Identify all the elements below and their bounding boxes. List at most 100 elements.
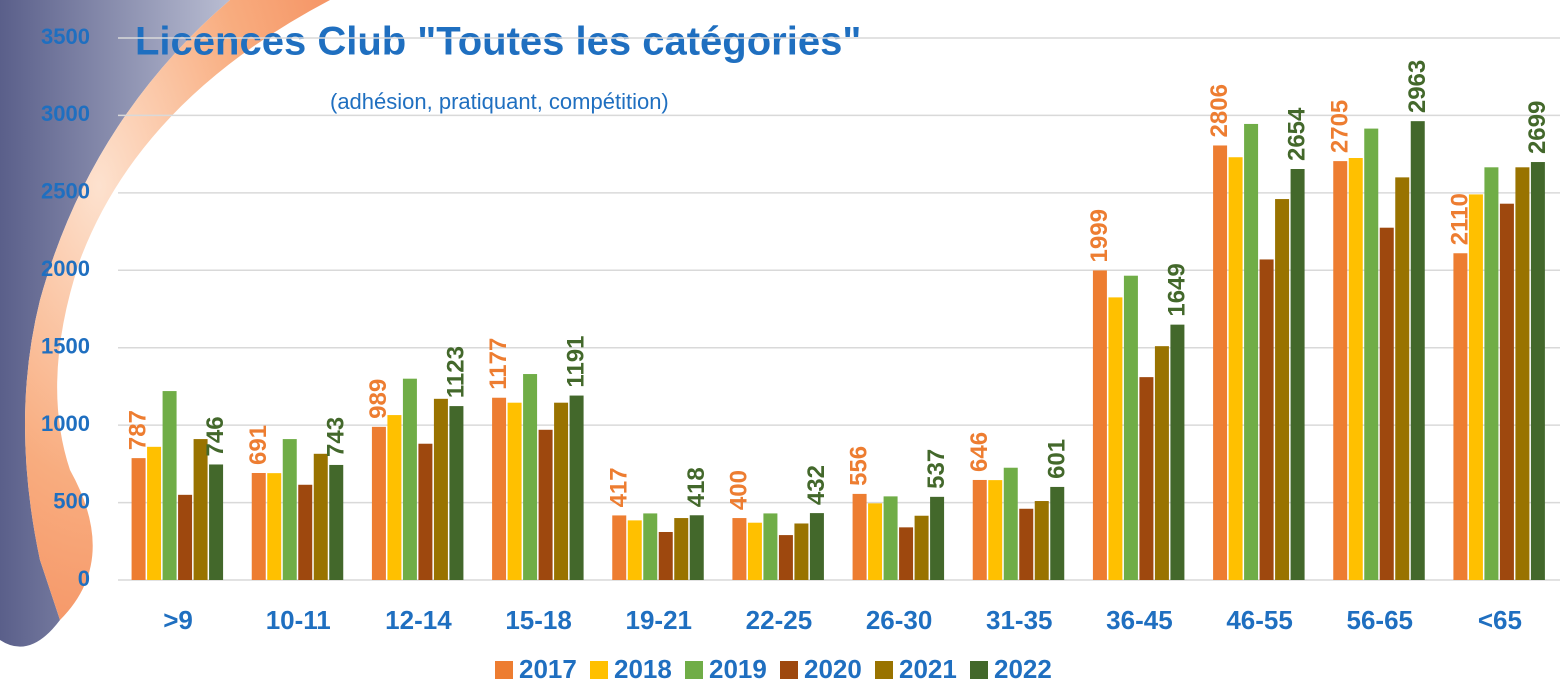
data-label: 1191 (563, 335, 590, 387)
y-tick-label: 3000 (41, 101, 90, 126)
x-tick-label: 12-14 (385, 605, 452, 635)
x-tick-label: 22-25 (746, 605, 813, 635)
data-label: 1177 (485, 338, 512, 390)
y-tick-label: 3500 (41, 24, 90, 49)
bar (433, 398, 448, 580)
data-label: 989 (365, 379, 392, 419)
data-label: 556 (846, 446, 873, 486)
bar (763, 513, 778, 580)
bar (883, 496, 898, 580)
bar (298, 484, 313, 580)
bar (131, 458, 146, 580)
bar (1003, 467, 1018, 580)
x-tick-label: <65 (1478, 605, 1522, 635)
bar (1395, 177, 1410, 580)
data-label: 417 (605, 467, 632, 507)
bar (658, 531, 673, 580)
bar (972, 479, 987, 580)
bar (1468, 194, 1483, 581)
x-tick-label: 15-18 (505, 605, 572, 635)
data-label: 2654 (1284, 107, 1311, 161)
chart-title: Licences Club "Toutes les catégories" (135, 20, 861, 64)
bar (1050, 486, 1065, 580)
data-label: 787 (125, 410, 152, 450)
legend-swatch (495, 661, 513, 679)
bar (178, 494, 193, 580)
legend-label: 2018 (614, 654, 672, 684)
y-tick-label: 2500 (41, 179, 90, 204)
bar (492, 397, 507, 580)
x-tick-label: 19-21 (626, 605, 693, 635)
data-label: 746 (202, 416, 229, 456)
legend-label: 2022 (994, 654, 1052, 684)
bar (1228, 157, 1243, 581)
bar (507, 402, 522, 580)
data-label: 400 (726, 470, 753, 510)
bar (209, 464, 224, 580)
bar (1410, 121, 1425, 580)
bar (402, 378, 417, 580)
legend-swatch (970, 661, 988, 679)
bar (554, 402, 569, 580)
data-label: 2705 (1326, 100, 1353, 153)
bar (1123, 275, 1138, 580)
x-tick-label: >9 (163, 605, 193, 635)
bar (612, 515, 627, 580)
legend-label: 2017 (519, 654, 577, 684)
bar (1019, 508, 1034, 580)
bar (794, 523, 809, 580)
data-label: 2806 (1206, 84, 1233, 137)
bar (147, 446, 162, 580)
bar (538, 429, 553, 580)
bar (747, 522, 762, 580)
y-tick-label: 500 (53, 488, 90, 513)
legend-swatch (590, 661, 608, 679)
bar (914, 515, 929, 580)
bar (1290, 169, 1305, 580)
bar (1453, 253, 1468, 580)
bar (193, 439, 208, 580)
x-tick-label: 46-55 (1226, 605, 1293, 635)
decoration (0, 0, 230, 647)
bar (1333, 161, 1348, 580)
decoration (0, 0, 330, 620)
bar (1213, 145, 1228, 580)
bar (418, 443, 433, 580)
bar (1364, 128, 1379, 580)
bar (1499, 203, 1514, 580)
bar (1034, 501, 1049, 580)
data-label: 1999 (1086, 209, 1113, 262)
bar (689, 515, 704, 580)
bar (1244, 123, 1259, 581)
data-label: 691 (245, 425, 272, 465)
legend-swatch (685, 661, 703, 679)
bar (778, 535, 793, 580)
bar (809, 513, 824, 580)
bar (313, 453, 328, 580)
data-label: 601 (1043, 439, 1070, 479)
bar (643, 513, 658, 580)
legend-swatch (875, 661, 893, 679)
bar (852, 493, 867, 580)
bar (1275, 199, 1290, 580)
bar (523, 374, 538, 580)
data-label: 418 (683, 467, 710, 507)
bar (329, 464, 344, 580)
bar (1530, 162, 1545, 580)
bar (899, 527, 914, 580)
bar (868, 503, 883, 580)
x-tick-label: 31-35 (986, 605, 1053, 635)
data-label: 2699 (1524, 101, 1551, 154)
bar (162, 391, 177, 580)
y-tick-label: 2000 (41, 256, 90, 281)
bar (674, 518, 689, 580)
bar (1170, 324, 1185, 580)
legend-label: 2019 (709, 654, 767, 684)
bar (627, 520, 642, 580)
bar (732, 518, 747, 580)
y-tick-label: 1500 (41, 334, 90, 359)
bar (1154, 346, 1169, 580)
legend-label: 2021 (899, 654, 957, 684)
data-label: 432 (803, 465, 830, 505)
